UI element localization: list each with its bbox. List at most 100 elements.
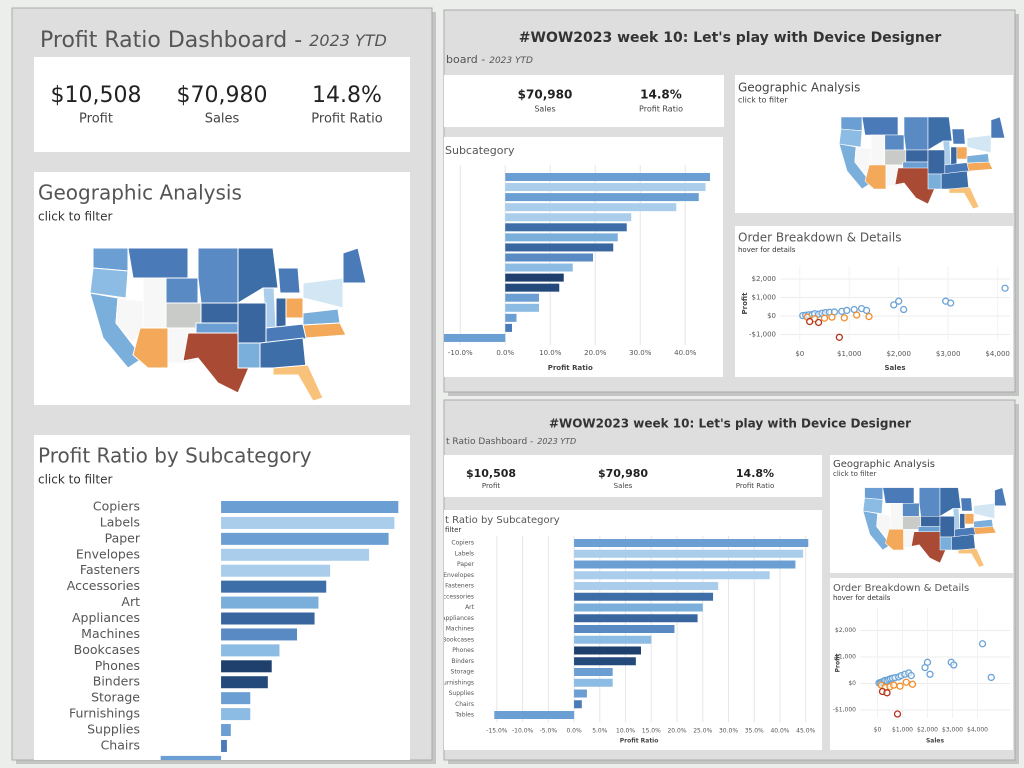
category-label: Envelopes [76,546,140,561]
y-tick-label: $2,000 [835,627,856,634]
bar [574,625,675,633]
point [908,680,917,688]
bar [221,612,315,625]
chart-subtitle: click to filter [38,473,112,487]
category-label: Envelopes [443,572,474,579]
category-label: Machines [446,626,474,633]
x-tick-label: 20.0% [584,349,607,357]
chart-card [830,578,1013,750]
bar [574,560,796,569]
point [835,333,844,341]
x-tick-label: $1,000 [892,727,913,734]
bar [221,676,268,689]
category-label: Bookcases [442,636,474,643]
title-text: Profit Ratio Dashboard - [40,28,302,53]
bar [221,501,399,513]
bar [221,548,370,561]
bar [574,657,636,666]
x-tick-label: 40.0% [770,728,789,735]
y-tick-label: $0 [848,680,856,687]
point [902,678,910,686]
category-label: Fasteners [80,562,140,577]
bar [505,323,512,332]
x-tick-label: -10.0% [512,728,534,735]
chart-title: Order Breakdown & Details [738,231,901,245]
kpi-value: $70,980 [518,88,573,102]
bar [574,571,770,580]
x-axis-title: Profit Ratio [548,364,593,372]
bar [221,708,251,721]
point [946,299,955,307]
point [896,682,904,690]
category-label: Copiers [93,499,140,514]
bar [444,333,506,342]
bar [160,755,222,760]
geo-title: Geographic Analysis [738,81,860,95]
x-tick-label: 10.0% [539,349,562,357]
category-label: Tables [454,712,474,719]
x-tick-label: -10.0% [448,349,473,357]
point [923,658,932,666]
bar [221,724,231,737]
category-label: Supplies [87,722,140,737]
y-tick-label: -$1,000 [749,331,776,339]
bar [574,668,613,676]
bar [574,614,698,623]
kpi-value: $10,508 [466,467,516,480]
bar [221,644,280,657]
x-tick-label: $0 [874,727,882,734]
y-tick-label: -$1,000 [833,707,856,714]
geo-title: Geographic Analysis [38,181,242,205]
bar [505,283,560,292]
title-text: board - [446,53,485,66]
point [893,710,902,718]
point [828,313,836,321]
bar-chart: Subcategory -10.0% 0.0% 10.0% 20.0% 30.0% 40.0… [444,137,723,377]
bar [574,582,719,590]
category-label: Chairs [455,701,474,708]
kpi-value: $70,980 [177,83,268,108]
point [865,312,873,321]
y-tick-label: $1,000 [835,654,856,661]
bar [221,564,331,577]
bar [221,628,298,641]
category-label: Supplies [449,690,474,697]
kpi-card [444,455,822,497]
bar [505,213,632,222]
bar [505,313,517,322]
x-axis-title: Profit Ratio [620,738,659,745]
kpi-label: Sales [614,482,633,490]
bar [221,660,272,673]
point [883,689,891,697]
point [1001,284,1009,292]
geo-subtitle: click to filter [738,96,788,105]
x-tick-label: $3,000 [942,727,963,734]
kpi-label: Profit Ratio [736,482,774,490]
category-label: Storage [91,690,140,705]
bar [574,700,582,709]
bar [505,193,699,202]
chart-title: Order Breakdown & Details [833,583,969,594]
x-tick-label: 15.0% [642,728,661,735]
point [978,640,987,648]
category-label: Chairs [101,737,140,752]
kpi-card [444,75,724,127]
category-label: Art [121,594,140,609]
chart-title: Profit Ratio by Subcategory [38,444,312,468]
bar [574,549,804,558]
bar [505,233,618,242]
category-label: Phones [452,647,474,654]
point [820,314,829,322]
x-axis-title: Sales [926,738,944,745]
y-tick-label: $0 [767,312,776,320]
kpi-value: $70,980 [598,467,648,480]
category-label: Binders [451,658,474,665]
title-period: 2023 YTD [537,437,576,446]
x-tick-label: 45.0% [796,728,815,735]
x-tick-label: 5.0% [592,728,608,735]
x-tick-label: $4,000 [967,727,988,734]
x-tick-label: 10.0% [616,728,635,735]
